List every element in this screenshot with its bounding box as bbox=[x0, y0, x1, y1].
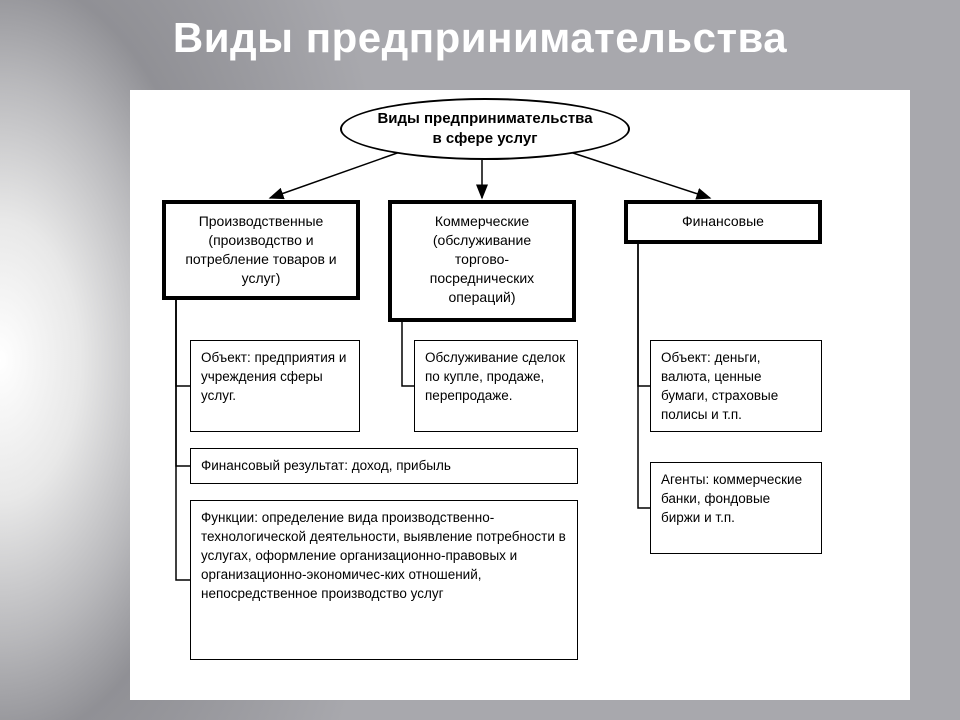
cat-fin-l1: Финансовые bbox=[634, 212, 812, 231]
detail-fin-agents: Агенты: коммерческие банки, фондовые бир… bbox=[650, 462, 822, 554]
cat-comm-l2: (обслуживание bbox=[398, 231, 566, 250]
detail-comm-service: Обслуживание сделок по купле, продаже, п… bbox=[414, 340, 578, 432]
category-production: Производственные (производство и потребл… bbox=[162, 200, 360, 300]
detail-prod-object: Объект: предприятия и учреждения сферы у… bbox=[190, 340, 360, 432]
cat-comm-l5: операций) bbox=[398, 288, 566, 307]
cat-prod-l1: Производственные bbox=[172, 212, 350, 231]
detail-fin-result: Финансовый результат: доход, прибыль bbox=[190, 448, 578, 484]
cat-comm-l3: торгово- bbox=[398, 250, 566, 269]
root-line2: в сфере услуг bbox=[377, 129, 592, 149]
page-title: Виды предпринимательства bbox=[0, 14, 960, 62]
root-node: Виды предпринимательства в сфере услуг bbox=[340, 98, 630, 160]
cat-prod-l3: потребление товаров и bbox=[172, 250, 350, 269]
cat-prod-l4: услуг) bbox=[172, 269, 350, 288]
cat-comm-l1: Коммерческие bbox=[398, 212, 566, 231]
category-commercial: Коммерческие (обслуживание торгово- поср… bbox=[388, 200, 576, 322]
cat-comm-l4: посреднических bbox=[398, 269, 566, 288]
detail-fin-object: Объект: деньги, валюта, ценные бумаги, с… bbox=[650, 340, 822, 432]
diagram-canvas: Виды предпринимательства в сфере услуг П… bbox=[130, 90, 910, 700]
category-financial: Финансовые bbox=[624, 200, 822, 244]
cat-prod-l2: (производство и bbox=[172, 231, 350, 250]
root-line1: Виды предпринимательства bbox=[377, 109, 592, 129]
detail-functions: Функции: определение вида производственн… bbox=[190, 500, 578, 660]
